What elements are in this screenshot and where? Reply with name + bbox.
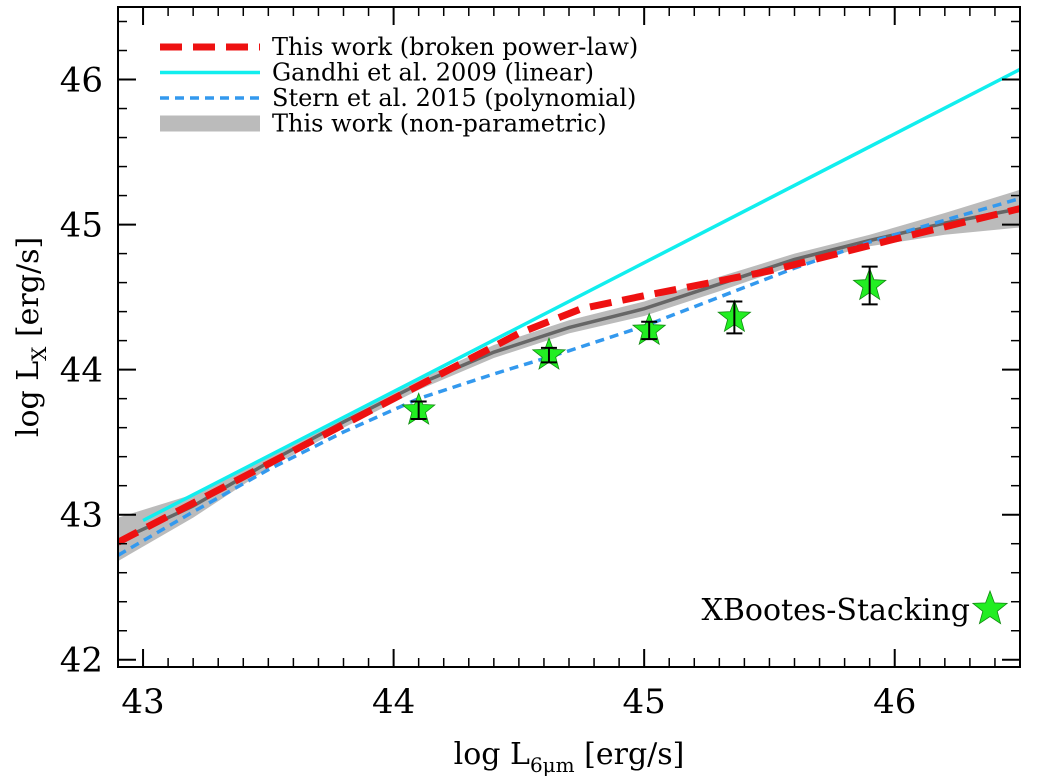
x-tick-label: 44 <box>372 682 415 722</box>
data-point <box>531 336 567 370</box>
x-tick-label: 45 <box>623 682 666 722</box>
legend: This work (broken power-law)Gandhi et al… <box>160 33 638 138</box>
data-point <box>717 299 752 335</box>
legend-label: This work (non-parametric) <box>272 110 607 138</box>
x-axis-label-main: log L <box>454 737 530 772</box>
x-axis-label-unit: [erg/s] <box>575 737 685 772</box>
series-line-3 <box>118 205 1020 546</box>
y-tick-label: 44 <box>60 351 103 391</box>
legend-entry: This work (broken power-law) <box>160 33 638 61</box>
x-tick-label: 46 <box>873 682 916 722</box>
plot-data-layer <box>118 67 1020 562</box>
plot-frame <box>117 6 1021 668</box>
y-tick-label: 43 <box>60 496 103 536</box>
series-line-1 <box>118 196 1020 557</box>
y-axis-label: log LX [erg/s] <box>11 237 51 437</box>
y-axis-label-main: log L <box>11 361 46 437</box>
axis-ticks-layer: 43 44 45 46 42 43 44 45 46 <box>60 7 1021 722</box>
x-tick-label: 43 <box>121 682 164 722</box>
annotation-star <box>971 589 1009 625</box>
non-parametric-median-line <box>118 206 1020 543</box>
data-point <box>401 392 436 425</box>
y-tick-label: 45 <box>60 206 103 246</box>
legend-entry: This work (non-parametric) <box>160 110 607 138</box>
legend-entry: Gandhi et al. 2009 (linear) <box>160 59 594 87</box>
y-tick-label: 42 <box>60 641 103 681</box>
dataset-annotation-star-icon <box>971 589 1009 625</box>
y-tick-label: 46 <box>60 61 103 101</box>
data-point <box>631 312 667 346</box>
non-parametric-band <box>118 189 1020 562</box>
x-axis-label-sub: 6μm <box>530 753 575 776</box>
legend-entry: Stern et al. 2015 (polynomial) <box>160 84 636 112</box>
data-points-layer <box>401 265 887 425</box>
x-axis-label: log L6μm [erg/s] <box>454 737 685 776</box>
dataset-annotation: XBootes-Stacking <box>702 593 970 628</box>
y-axis-label-unit: [erg/s] <box>11 237 46 347</box>
legend-swatch-band <box>160 115 260 132</box>
legend-label: Stern et al. 2015 (polynomial) <box>272 84 636 112</box>
series-line-2 <box>142 67 1020 523</box>
data-point <box>852 265 887 306</box>
legend-label: This work (broken power-law) <box>272 33 638 61</box>
legend-label: Gandhi et al. 2009 (linear) <box>272 59 594 87</box>
y-axis-label-sub: X <box>27 346 51 361</box>
